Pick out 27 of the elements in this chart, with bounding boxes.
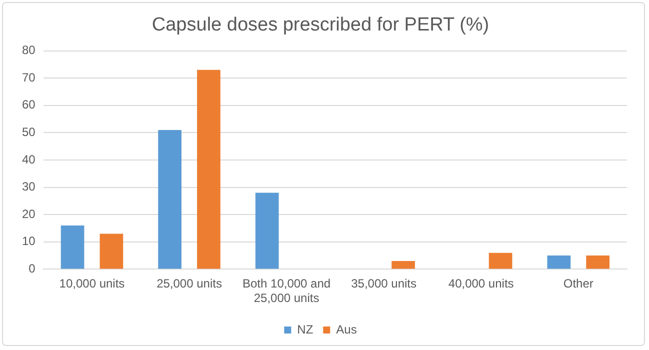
bar [547,256,571,269]
y-tick-label: 50 [22,125,36,140]
y-tick-label: 70 [22,70,36,84]
bar [100,234,124,269]
x-tick-label: 25,000 units [156,276,222,291]
x-tick-label: 40,000 units [448,276,514,291]
x-tick-label: Both 10,000 and 25,000 units [242,276,331,306]
chart-title: Capsule doses prescribed for PERT (%) [152,14,490,36]
y-tick-label: 40 [22,152,36,166]
x-tick-label: 35,000 units [351,276,417,291]
y-tick-label: 20 [22,206,36,221]
bar [392,261,415,269]
bar [488,252,512,269]
y-tick-label: 0 [28,262,36,276]
x-tick-label: Other [563,276,594,291]
bar [60,226,84,269]
y-tick-label: 80 [22,43,36,58]
y-tick-label: 60 [22,98,36,112]
x-tick-label: 10,000 units [59,276,125,291]
bar [255,192,279,269]
legend-label: NZ [297,322,314,336]
bar [197,70,220,269]
y-tick-label: 10 [22,234,36,248]
bar [158,130,182,269]
y-tick-label: 30 [22,180,36,194]
bar [586,256,610,269]
legend-label: Aus [336,322,357,336]
